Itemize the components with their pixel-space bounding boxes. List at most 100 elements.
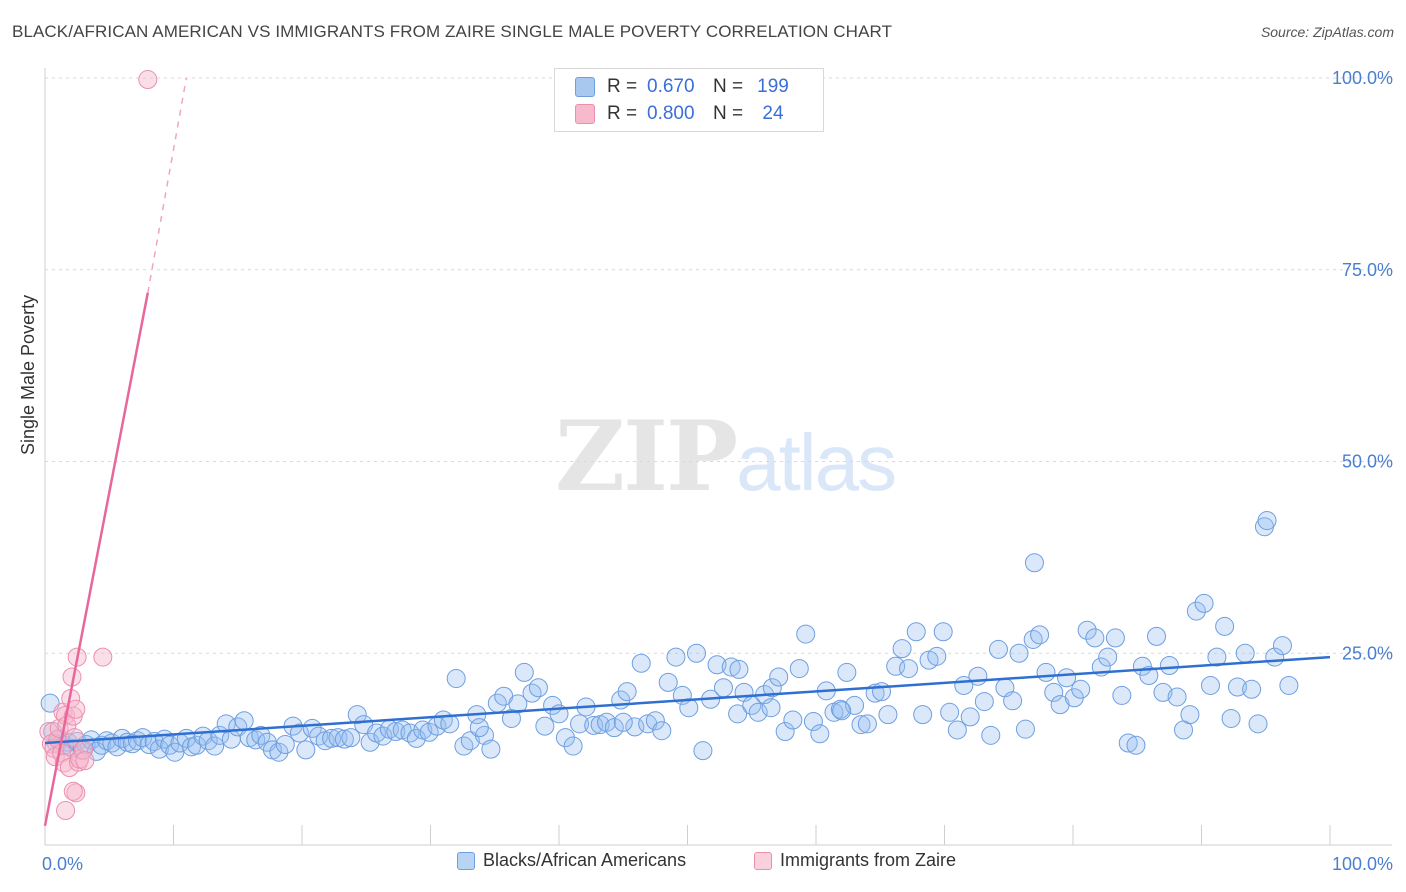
blacks-point [775,721,795,741]
legend-swatch-blacks [575,77,595,97]
y-tick-label: 25.0% [1342,643,1393,663]
blacks-point [1221,708,1241,728]
y-axis-title: Single Male Poverty [18,294,38,455]
x-tick-label: 100.0% [1332,854,1393,874]
legend-row-blacks: R = 0.670 N = 199 [575,74,793,100]
watermark-atlas: atlas [736,418,897,507]
blacks-point [988,639,1008,659]
blacks-point [728,704,748,724]
blacks-point [1139,665,1159,685]
blacks-point [761,698,781,718]
blacks-point [386,721,406,741]
zaire-trend-extension [147,77,188,293]
blacks-point [1272,636,1292,656]
blacks-point [446,669,466,689]
zaire-point [68,752,88,772]
blacks-point [974,692,994,712]
blacks-point [528,678,548,698]
legend-item-zaire[interactable]: Immigrants from Zaire [754,850,956,871]
blacks-point [454,736,474,756]
blacks-point [721,657,741,677]
zaire-point [93,647,113,667]
legend-label-blacks: Blacks/African Americans [483,850,687,870]
zaire-point [56,800,76,820]
blacks-point [645,711,665,731]
n-label: N = [713,76,744,97]
blacks-point [796,624,816,644]
blacks-point [878,705,898,725]
blacks-point [1098,647,1118,667]
blacks-point [713,678,733,698]
blacks-point [469,718,489,738]
blacks-point [1112,685,1132,705]
blacks-point [803,712,823,732]
blacks-point [769,667,789,687]
blacks-point [832,701,852,721]
blacks-point [927,646,947,666]
blacks-point [981,725,1001,745]
blacks-point [122,734,142,754]
blacks-point [947,720,967,740]
blacks-point [570,714,590,734]
blacks-point [535,716,555,736]
blacks-point [360,732,380,752]
legend-label-zaire: Immigrants from Zaire [780,850,957,870]
blacks-point [1118,733,1138,753]
zaire-point [138,70,158,90]
blacks-point [1036,662,1056,682]
blacks-point [1200,675,1220,695]
blacks-point [789,659,809,679]
n-value: 24 [762,103,784,124]
blacks-point [1015,719,1035,739]
blacks-point [1030,625,1050,645]
blacks-point [940,702,960,722]
blacks-point [960,707,980,727]
blacks-point [666,647,686,667]
y-tick-label: 75.0% [1342,260,1393,280]
n-label: N = [713,103,744,124]
source-label: Source: ZipAtlas.com [1260,24,1394,40]
blacks-point [851,715,871,735]
blacks-point [1077,620,1097,640]
blacks-point [837,662,857,682]
legend-row-zaire: R = 0.800 N = 24 [575,101,793,127]
blacks-point [617,682,637,702]
zaire-point [63,781,83,801]
blacks-point [1003,691,1023,711]
blacks-point [149,739,169,759]
zaire-point [75,751,95,771]
blacks-point [1126,735,1146,755]
blacks-point [508,694,528,714]
blacks-trend-line [44,655,1331,745]
blacks-point [1180,705,1200,725]
blacks-point [584,715,604,735]
correlation-legend: R = 0.670 N = 199 R = 0.800 N = 24 [554,68,824,132]
blacks-point [334,729,354,749]
blacks-point [892,639,912,659]
blacks-point [658,672,678,692]
blacks-point [1235,643,1255,663]
blacks-point [1186,601,1206,621]
blacks-point [845,695,865,715]
blacks-point [514,662,534,682]
blacks-point [686,643,706,663]
blacks-point [1242,679,1262,699]
legend-swatch-zaire [754,851,772,870]
legend-item-blacks[interactable]: Blacks/African Americans [457,850,686,871]
blacks-point [906,622,926,642]
blacks-point [1207,647,1227,667]
chart-title: BLACK/AFRICAN AMERICAN VS IMMIGRANTS FRO… [12,22,893,41]
blacks-point [913,705,933,725]
blacks-point [1167,687,1187,707]
blacks-point [604,718,624,738]
blacks-point [762,678,782,698]
blacks-point [522,683,542,703]
blacks-point [234,711,254,731]
blacks-point [1105,628,1125,648]
blacks-point [1159,656,1179,676]
blacks-point [783,710,803,730]
blacks-point [1085,628,1105,648]
r-value: 0.670 [647,76,695,97]
x-tick-label: 0.0% [42,854,83,874]
